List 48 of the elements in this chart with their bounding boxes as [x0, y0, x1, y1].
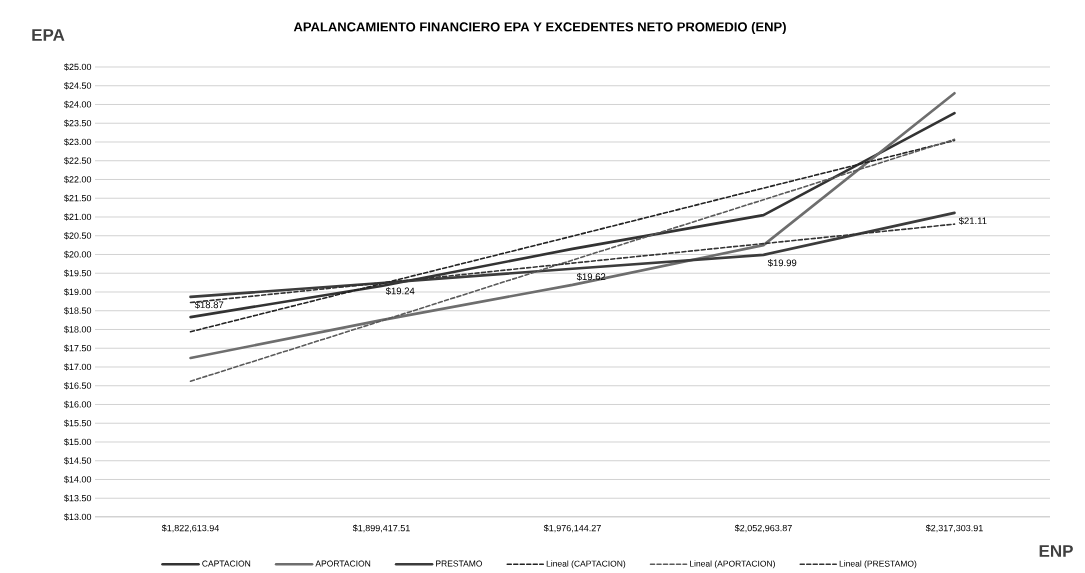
- y-tick-label: $19.50: [64, 269, 92, 277]
- data-label: $19.99: [767, 259, 797, 267]
- line-series: [189, 111, 956, 319]
- legend-label: PRESTAMO: [436, 560, 483, 567]
- y-tick-label: $16.50: [64, 382, 92, 390]
- y-tick-label: $22.50: [64, 157, 92, 165]
- x-tick-label: $1,976,144.27: [543, 524, 601, 533]
- y-tick-label: $14.00: [64, 475, 92, 484]
- y-tick-label: $25.00: [64, 63, 92, 71]
- data-label: $19.62: [576, 272, 606, 281]
- legend-label: Lineal (CAPTACION): [546, 560, 626, 569]
- x-axis-title: ENP: [1039, 545, 1073, 557]
- x-tick-label: $2,052,963.87: [734, 524, 792, 533]
- y-tick-label: $13.50: [64, 494, 92, 502]
- y-tick-label: $23.50: [64, 119, 92, 127]
- data-label: $21.11: [958, 217, 987, 225]
- chart-title: APALANCAMIENTO FINANCIERO EPA Y EXCEDENTES NETO PROMEDIO (ENP): [293, 21, 786, 35]
- x-tick-label: $1,822,613.94: [161, 524, 220, 533]
- y-tick-label: $22.00: [64, 175, 92, 184]
- legend-label: Lineal (APORTACION): [690, 560, 775, 569]
- y-tick-label: $17.50: [64, 344, 92, 352]
- y-tick-label: $24.50: [64, 82, 92, 90]
- x-tick-label: $2,317,303.91: [925, 524, 983, 533]
- y-tick-label: $18.00: [64, 325, 92, 334]
- legend-label: CAPTACION: [202, 560, 251, 567]
- y-tick-label: $21.00: [64, 213, 92, 221]
- y-tick-label: $20.00: [64, 250, 92, 259]
- y-tick-label: $21.50: [64, 194, 92, 202]
- y-tick-label: $13.00: [64, 513, 92, 521]
- y-tick-label: $15.00: [64, 438, 92, 446]
- x-tick-label: $1,899,417.51: [352, 524, 410, 533]
- y-tick-label: $15.50: [64, 419, 92, 427]
- line-series: [189, 139, 956, 333]
- data-label: $18.87: [194, 301, 224, 309]
- y-tick-label: $17.00: [64, 363, 92, 371]
- y-tick-label: $16.00: [64, 400, 92, 409]
- line-series: [189, 91, 956, 360]
- y-axis-title: EPA: [32, 29, 65, 41]
- legend-label: APORTACION: [315, 560, 371, 567]
- y-tick-label: $18.50: [64, 307, 92, 315]
- y-tick-label: $19.00: [64, 288, 92, 296]
- data-label: $19.24: [385, 287, 415, 295]
- y-tick-label: $23.00: [64, 138, 92, 146]
- y-tick-label: $14.50: [64, 457, 92, 465]
- y-tick-label: $20.50: [64, 232, 92, 240]
- y-tick-label: $24.00: [64, 100, 92, 109]
- line-series: [189, 138, 956, 383]
- legend-label: Lineal (PRESTAMO): [839, 560, 917, 569]
